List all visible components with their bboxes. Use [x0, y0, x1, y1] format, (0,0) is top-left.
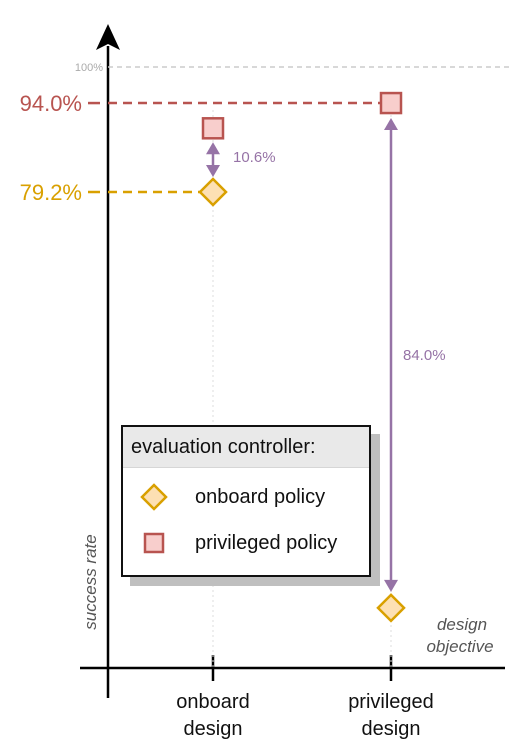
x-tick-label-1: privileged design: [348, 691, 434, 740]
legend: evaluation controller: onboard policy pr…: [121, 425, 371, 577]
data-marks: [198, 91, 406, 623]
y-axis-label: success rate: [81, 534, 100, 629]
gap-arrow-onboard-design-head-bottom: [206, 165, 220, 178]
legend-item-onboard-policy: onboard policy: [123, 479, 325, 515]
axes: [80, 24, 505, 698]
square-icon: [131, 525, 177, 561]
guide-lines: [88, 66, 510, 668]
onboard-policy-point-0: [198, 177, 228, 207]
labels: 100% onboard design privileged design design o…: [20, 62, 494, 740]
legend-label-privileged-policy: privileged policy: [195, 531, 338, 554]
gap-arrow-privileged-design-head-bottom: [384, 579, 398, 592]
legend-title: evaluation controller:: [123, 427, 369, 468]
onboard-policy-point-1: [376, 593, 406, 623]
gap-arrow-onboard-design-head-top: [206, 142, 220, 155]
privileged-policy-point-1: [379, 91, 403, 115]
legend-item-privileged-policy: privileged policy: [123, 525, 337, 561]
privileged-policy-point-0: [201, 117, 225, 140]
gap-arrow-privileged-design-head-top: [384, 118, 398, 131]
reference-line-label: 100%: [75, 62, 103, 74]
x-tick-label-0: onboard design: [176, 691, 249, 740]
diamond-icon: [131, 479, 177, 515]
y-axis-arrow: [96, 24, 120, 50]
gap-label-onboard-design: 10.6%: [233, 149, 276, 166]
legend-label-onboard-policy: onboard policy: [195, 485, 326, 508]
x-axis-label: design objective: [426, 615, 493, 656]
callout-onboard-best-label: 79.2%: [20, 180, 82, 205]
callout-privileged-best-label: 94.0%: [20, 91, 82, 116]
gap-label-privileged-design: 84.0%: [403, 347, 446, 364]
